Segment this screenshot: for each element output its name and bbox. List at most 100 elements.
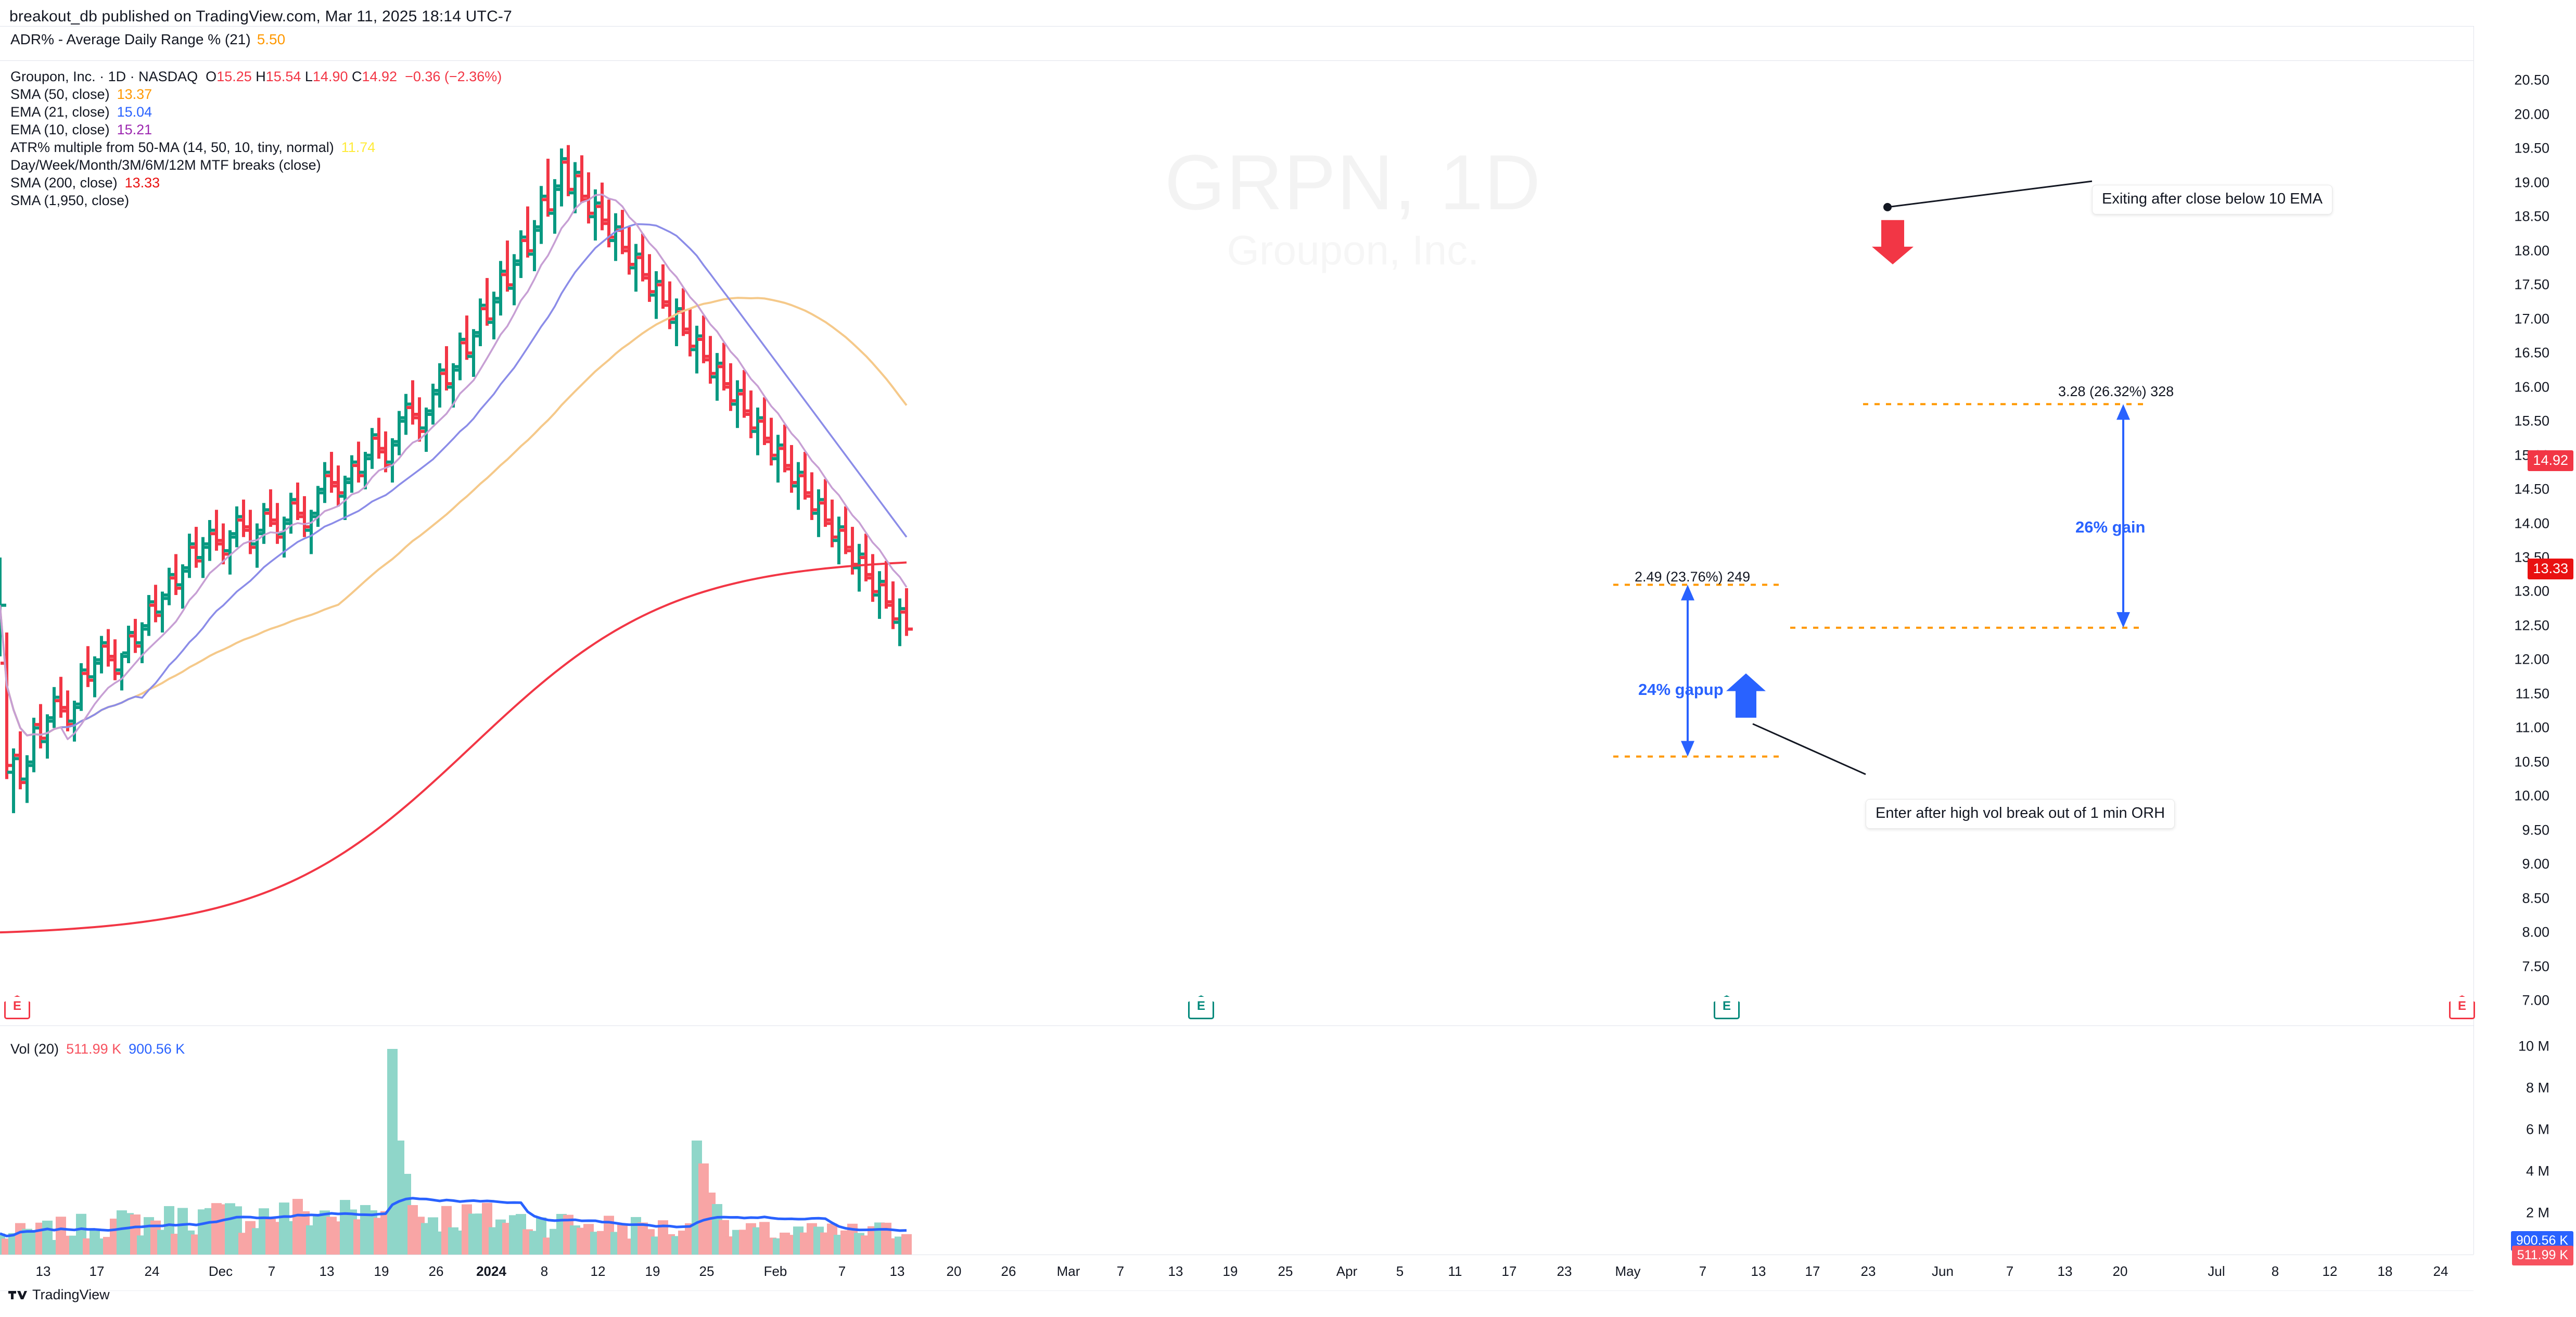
legend-indicator-name: SMA (1,950, close)	[10, 193, 130, 208]
callout-exit-note[interactable]: Exiting after close below 10 EMA	[2092, 185, 2332, 214]
chart-legend[interactable]: Groupon, Inc. · 1D · NASDAQ O15.25 H15.5…	[10, 68, 502, 209]
legend-row-symbol[interactable]: Groupon, Inc. · 1D · NASDAQ O15.25 H15.5…	[10, 69, 502, 84]
price-scale-tick: 10.00	[2514, 788, 2549, 804]
published-byline: breakout_db published on TradingView.com…	[9, 8, 513, 25]
price-scale-tick: 19.50	[2514, 140, 2549, 156]
legend-indicator-name: SMA (50, close)	[10, 86, 110, 102]
price-scale-tick: 18.00	[2514, 243, 2549, 259]
time-scale-tick: Feb	[763, 1263, 787, 1279]
legend-indicator-value: 15.21	[117, 122, 152, 137]
legend-row-indicator[interactable]: EMA (10, close) 15.21	[10, 121, 502, 138]
time-scale-tick: 7	[1116, 1263, 1125, 1279]
time-scale-tick: 17	[1501, 1263, 1517, 1279]
label-gapup[interactable]: 24% gapup	[1638, 680, 1724, 699]
time-scale-tick: 12	[590, 1263, 606, 1279]
legend-indicator-name: EMA (10, close)	[10, 122, 110, 137]
adr-pane	[0, 26, 2473, 61]
legend-indicator-value: 13.33	[124, 175, 160, 191]
legend-change: −0.36 (−2.36%)	[405, 69, 502, 84]
earnings-marker[interactable]: E	[1188, 995, 1214, 1019]
measure-label-entry[interactable]: 2.49 (23.76%) 249	[1635, 569, 1751, 585]
price-scale-tick: 8.50	[2522, 890, 2549, 906]
legend-indicator-value: 11.74	[341, 140, 376, 155]
legend-row-indicator[interactable]: Day/Week/Month/3M/6M/12M MTF breaks (clo…	[10, 156, 502, 174]
label-gain[interactable]: 26% gain	[2075, 518, 2146, 536]
time-scale-tick: 20	[946, 1263, 962, 1279]
time-scale-tick: 17	[1805, 1263, 1820, 1279]
price-scale-tick: 17.50	[2514, 276, 2549, 293]
time-scale-tick: 25	[1278, 1263, 1293, 1279]
price-scale-tick: 10.50	[2514, 754, 2549, 770]
legend-high: 15.54	[265, 69, 301, 84]
volume-scale-tick: 10 M	[2518, 1038, 2549, 1054]
legend-open: 15.25	[216, 69, 252, 84]
price-scale-tick: 13.00	[2514, 583, 2549, 599]
time-scale-tick: 13	[319, 1263, 335, 1279]
time-scale-tick: 8	[540, 1263, 549, 1279]
time-scale-tick: 2024	[476, 1263, 506, 1279]
time-scale-tick: 17	[89, 1263, 105, 1279]
tradingview-logo-text: TradingView	[32, 1287, 110, 1302]
volume-scale-tick: 4 M	[2526, 1163, 2549, 1179]
time-scale-tick: May	[1615, 1263, 1641, 1279]
legend-row-indicator[interactable]: SMA (1,950, close)	[10, 192, 502, 209]
price-scale-tick: 14.00	[2514, 515, 2549, 531]
callout-entry-note[interactable]: Enter after high vol break out of 1 min …	[1866, 799, 2175, 829]
legend-h-label: H	[256, 69, 266, 84]
legend-row-indicator[interactable]: SMA (50, close) 13.37	[10, 85, 502, 103]
bottom-time-scale[interactable]: 13 17 24 Dec 7 13 19 26 2024 8 12 19 25 Feb 7 13 20 26 Mar…	[0, 1255, 2473, 1291]
volume-legend-title: Vol (20)	[10, 1041, 59, 1057]
time-scale-tick: 13	[889, 1263, 905, 1279]
time-scale-tick: 19	[1222, 1263, 1238, 1279]
legend-row-indicator[interactable]: ATR% multiple from 50-MA (14, 50, 10, ti…	[10, 138, 502, 156]
time-scale-tick: 7	[2006, 1263, 2014, 1279]
time-scale-tick: Mar	[1056, 1263, 1080, 1279]
time-scale-tick: 11	[1448, 1263, 1462, 1279]
time-scale-tick: 24	[2433, 1263, 2449, 1279]
legend-o-label: O	[206, 69, 217, 84]
volume-scale-badge[interactable]: 511.99 K	[2511, 1246, 2573, 1265]
time-scale-tick: 23	[1557, 1263, 1572, 1279]
volume-pane[interactable]	[0, 1025, 2473, 1255]
time-scale-tick: 5	[1396, 1263, 1404, 1279]
time-scale-tick: 18	[2377, 1263, 2393, 1279]
time-scale-tick: Jun	[1932, 1263, 1954, 1279]
price-scale-tick: 20.00	[2514, 106, 2549, 122]
time-scale-tick: 12	[2322, 1263, 2338, 1279]
time-scale-tick: 24	[144, 1263, 160, 1279]
volume-scale-tick: 8 M	[2526, 1080, 2549, 1096]
price-scale-tick: 20.50	[2514, 72, 2549, 88]
time-scale-tick: 13	[35, 1263, 51, 1279]
time-scale-tick: 7	[267, 1263, 276, 1279]
legend-row-indicator[interactable]: SMA (200, close) 13.33	[10, 174, 502, 192]
time-scale-tick: 19	[374, 1263, 389, 1279]
legend-exchange: NASDAQ	[138, 69, 198, 84]
time-scale-tick: Jul	[2208, 1263, 2225, 1279]
price-scale-tick: 17.00	[2514, 311, 2549, 327]
price-scale-tick: 7.50	[2522, 958, 2549, 974]
price-scale-badge[interactable]: 14.92	[2528, 450, 2573, 472]
price-scale-tick: 12.00	[2514, 651, 2549, 667]
legend-indicator-value: 15.04	[117, 104, 152, 120]
legend-indicator-list[interactable]: SMA (50, close) 13.37 EMA (21, close) 15.04…	[10, 85, 502, 209]
price-scale-tick: 19.00	[2514, 174, 2549, 191]
time-scale-tick: 7	[838, 1263, 846, 1279]
volume-legend-value-red: 511.99 K	[66, 1041, 122, 1057]
time-scale-tick: 25	[699, 1263, 715, 1279]
legend-indicator-value: 13.37	[117, 86, 152, 102]
time-scale-tick: 8	[2271, 1263, 2279, 1279]
price-scale-badge[interactable]: 13.33	[2528, 559, 2573, 580]
legend-symbol-name: Groupon, Inc.	[10, 69, 96, 84]
adr-legend[interactable]: ADR% - Average Daily Range % (21) 5.50	[10, 31, 285, 48]
time-scale-tick: Apr	[1336, 1263, 1358, 1279]
volume-series-canvas	[0, 1049, 912, 1255]
volume-scale-tick: 2 M	[2526, 1205, 2549, 1221]
price-scale-tick: 7.00	[2522, 992, 2549, 1008]
legend-close: 14.92	[362, 69, 398, 84]
volume-legend[interactable]: Vol (20) 511.99 K 900.56 K	[10, 1041, 185, 1057]
legend-row-indicator[interactable]: EMA (21, close) 15.04	[10, 103, 502, 121]
adr-value: 5.50	[257, 31, 286, 47]
legend-interval: 1D	[108, 69, 126, 84]
measure-label-exit[interactable]: 3.28 (26.32%) 328	[2058, 384, 2174, 399]
right-price-scale[interactable]: 20.50 20.00 19.50 19.00 18.50 18.00 17.50 17.00…	[2473, 26, 2576, 1265]
